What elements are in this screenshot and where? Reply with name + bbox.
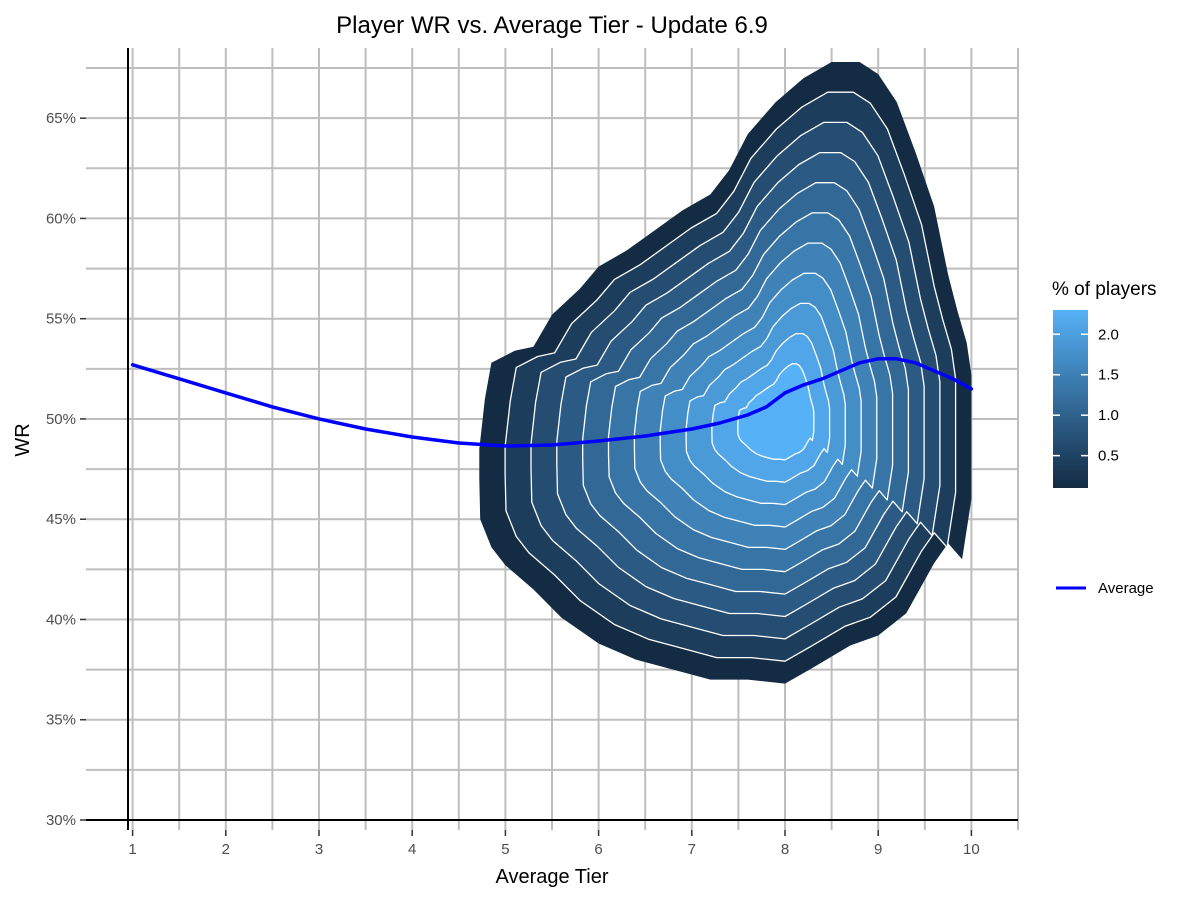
x-tick-label: 3	[315, 841, 323, 858]
colorbar-tick-label: 2.0	[1098, 326, 1119, 343]
colorbar-ticks: 0.5 1.0 1.5 2.0	[1053, 326, 1119, 465]
y-tick-label: 50%	[46, 411, 76, 428]
tick-labels: 1 2 3 4 5 6 7 8 9 10 30% 35% 40% 45% 50% 55% 60% 65%	[46, 110, 980, 858]
colorbar	[1053, 310, 1088, 488]
x-axis-title: Average Tier	[495, 866, 608, 888]
x-tick-label: 8	[781, 841, 789, 858]
x-tick-label: 7	[688, 841, 696, 858]
y-tick-label: 30%	[46, 812, 76, 829]
x-tick-label: 5	[501, 841, 509, 858]
density-contours	[479, 62, 972, 684]
colorbar-title: % of players	[1052, 279, 1157, 300]
average-line-layer	[130, 357, 974, 448]
y-tick-label: 35%	[46, 712, 76, 729]
colorbar-tick-label: 1.0	[1098, 407, 1119, 424]
y-tick-label: 45%	[46, 511, 76, 528]
axes	[86, 48, 1018, 830]
x-tick-label: 9	[874, 841, 882, 858]
y-axis-title: WR	[12, 423, 34, 456]
x-tick-label: 1	[128, 841, 136, 858]
colorbar-tick-label: 1.5	[1098, 367, 1119, 384]
colorbar-tick-label: 0.5	[1098, 448, 1119, 465]
y-tick-label: 65%	[46, 110, 76, 127]
y-tick-label: 40%	[46, 611, 76, 628]
series-line-average	[130, 357, 974, 448]
legend-line-label: Average	[1098, 580, 1154, 597]
x-tick-label: 2	[222, 841, 230, 858]
x-tick-label: 6	[594, 841, 602, 858]
x-tick-label: 10	[963, 841, 980, 858]
legend: % of players 0.5 1.0 1.5 2.0 Average	[1052, 279, 1157, 597]
y-tick-label: 55%	[46, 311, 76, 328]
y-tick-label: 60%	[46, 210, 76, 227]
chart-title: Player WR vs. Average Tier - Update 6.9	[336, 12, 768, 39]
x-tick-label: 4	[408, 841, 416, 858]
